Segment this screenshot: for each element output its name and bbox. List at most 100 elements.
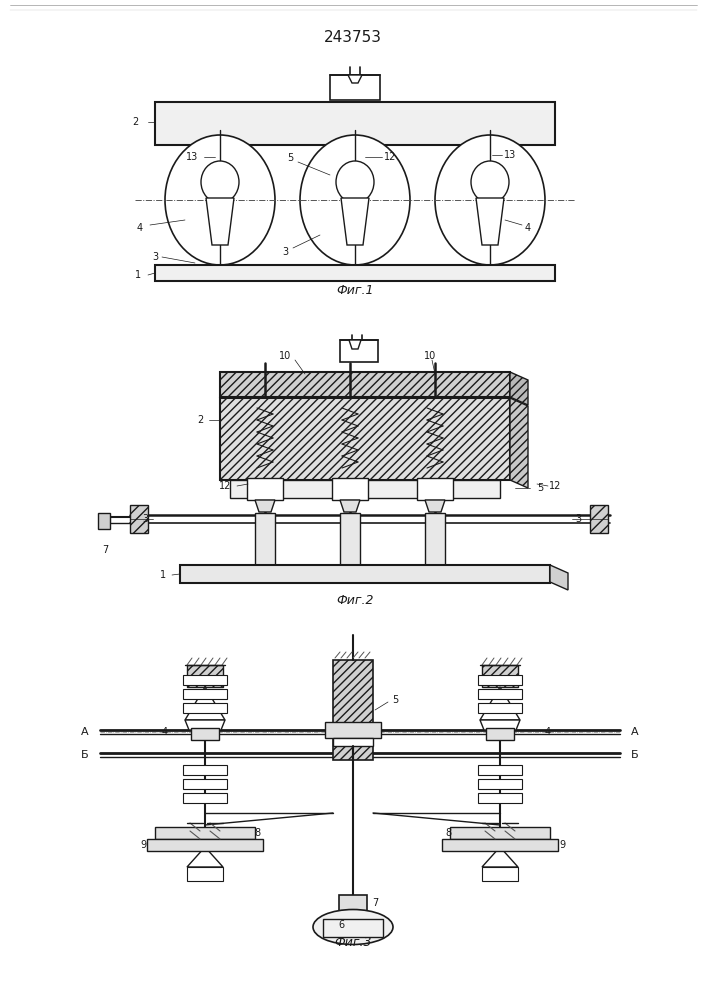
Text: 5: 5	[537, 483, 543, 493]
Bar	[339, 895, 367, 913]
Bar	[255, 513, 275, 565]
Text: 3: 3	[142, 514, 148, 524]
Bar	[155, 827, 255, 839]
Bar	[478, 765, 522, 775]
Bar	[484, 160, 496, 168]
Polygon shape	[480, 720, 520, 730]
Polygon shape	[340, 500, 360, 512]
Text: 1: 1	[160, 570, 166, 580]
Bar	[478, 689, 522, 699]
Text: Б: Б	[631, 750, 639, 760]
Bar	[590, 505, 608, 533]
Bar	[183, 793, 227, 803]
Bar	[330, 75, 380, 100]
Text: 5: 5	[392, 695, 398, 705]
Text: 8: 8	[254, 828, 260, 838]
Bar	[220, 372, 510, 397]
Text: 2: 2	[197, 415, 203, 425]
Polygon shape	[510, 398, 528, 488]
Text: 9: 9	[140, 840, 146, 850]
Text: 8: 8	[445, 828, 451, 838]
Bar	[333, 660, 373, 760]
Text: 3: 3	[282, 247, 288, 257]
Bar	[425, 513, 445, 565]
Text: 1: 1	[135, 270, 141, 280]
Ellipse shape	[435, 135, 545, 265]
Bar	[333, 738, 373, 746]
Polygon shape	[348, 75, 362, 83]
Bar	[478, 793, 522, 803]
Text: 10: 10	[424, 351, 436, 361]
Ellipse shape	[336, 161, 374, 203]
Bar	[478, 779, 522, 789]
Text: 10: 10	[279, 351, 291, 361]
Text: 4: 4	[137, 223, 143, 233]
Text: Фиг.1: Фиг.1	[337, 284, 374, 296]
Polygon shape	[185, 687, 225, 720]
Text: 13: 13	[186, 152, 198, 162]
Text: Б: Б	[81, 750, 89, 760]
Polygon shape	[480, 687, 520, 720]
Polygon shape	[510, 372, 528, 405]
Text: A: A	[81, 727, 89, 737]
Bar	[417, 478, 453, 500]
Text: 5: 5	[287, 153, 293, 163]
Bar	[247, 478, 283, 500]
Bar	[442, 839, 558, 851]
Bar	[325, 722, 381, 738]
Text: 13: 13	[504, 150, 516, 160]
Bar	[482, 665, 518, 687]
Bar	[98, 513, 110, 529]
Bar	[230, 480, 500, 498]
Bar	[187, 665, 223, 687]
Polygon shape	[185, 720, 225, 730]
Bar	[482, 867, 518, 881]
Bar	[450, 827, 550, 839]
Text: 243753: 243753	[324, 30, 382, 45]
Polygon shape	[341, 198, 369, 245]
Polygon shape	[206, 198, 234, 245]
Bar	[183, 765, 227, 775]
Text: 4: 4	[525, 223, 531, 233]
Bar	[478, 675, 522, 685]
Text: 9: 9	[559, 840, 565, 850]
Bar	[332, 478, 368, 500]
Text: 4: 4	[545, 727, 551, 737]
Bar	[187, 867, 223, 881]
Bar	[323, 919, 383, 937]
Text: 2: 2	[132, 117, 138, 127]
Bar	[486, 728, 514, 740]
Text: 7: 7	[102, 545, 108, 555]
Ellipse shape	[201, 161, 239, 203]
Text: 12: 12	[549, 481, 561, 491]
Bar	[214, 160, 226, 168]
Polygon shape	[255, 500, 275, 512]
Bar	[191, 728, 219, 740]
Bar	[478, 703, 522, 713]
Bar	[349, 160, 361, 168]
Text: Фиг.3: Фиг.3	[334, 936, 372, 950]
Ellipse shape	[313, 910, 393, 944]
Bar	[183, 675, 227, 685]
Polygon shape	[425, 500, 445, 512]
Text: 6: 6	[338, 920, 344, 930]
Bar	[340, 340, 378, 362]
Bar	[155, 265, 555, 281]
Text: 3: 3	[152, 252, 158, 262]
Bar	[340, 513, 360, 565]
Ellipse shape	[471, 161, 509, 203]
Bar	[183, 779, 227, 789]
Text: A: A	[631, 727, 639, 737]
Bar	[130, 505, 148, 533]
Text: 12: 12	[218, 481, 231, 491]
Bar	[147, 839, 263, 851]
Text: 7: 7	[372, 898, 378, 908]
Polygon shape	[482, 847, 518, 867]
Ellipse shape	[300, 135, 410, 265]
Text: Фиг.2: Фиг.2	[337, 593, 374, 606]
Text: 3: 3	[575, 514, 581, 524]
Polygon shape	[550, 565, 568, 590]
Polygon shape	[187, 847, 223, 867]
Bar	[183, 689, 227, 699]
Bar	[180, 565, 550, 583]
